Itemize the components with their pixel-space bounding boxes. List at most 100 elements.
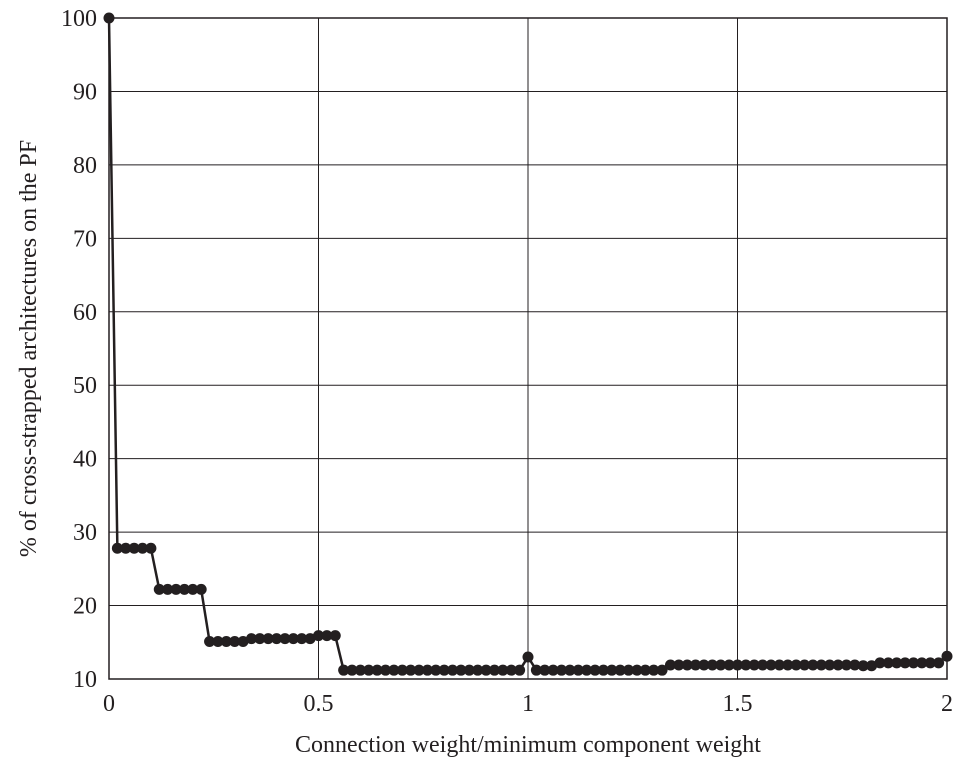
data-point (882, 657, 894, 669)
data-point (447, 664, 459, 676)
data-point (497, 664, 509, 676)
data-point (723, 659, 735, 671)
x-tick-label: 1.5 (723, 691, 753, 717)
x-axis-ticks: 0 0.5 1 1.5 2 (103, 691, 953, 717)
data-point (396, 664, 408, 676)
data-point (413, 664, 425, 676)
data-point (656, 664, 668, 676)
data-point (304, 633, 316, 645)
data-point (782, 659, 794, 671)
data-point (924, 657, 936, 669)
data-point (463, 664, 475, 676)
data-point (690, 659, 702, 671)
data-point (589, 664, 601, 676)
data-point (212, 636, 224, 648)
data-point (371, 664, 383, 676)
data-point (145, 542, 157, 554)
data-point (606, 664, 618, 676)
data-point (254, 633, 266, 645)
data-point (698, 659, 710, 671)
data-point (363, 664, 375, 676)
data-point (790, 659, 802, 671)
data-point (296, 633, 308, 645)
y-axis-ticks: 10 20 30 40 50 60 70 80 90 100 (61, 6, 97, 693)
data-point (732, 659, 743, 671)
data-point (899, 657, 911, 669)
data-point (907, 657, 919, 669)
y-tick-label: 30 (73, 520, 97, 546)
y-tick-label: 100 (61, 6, 97, 32)
data-point (933, 657, 945, 669)
x-tick-label: 0.5 (304, 691, 334, 717)
data-point (740, 659, 752, 671)
data-point (346, 664, 358, 676)
data-point (530, 664, 542, 676)
data-point (120, 542, 132, 554)
data-point (773, 659, 785, 671)
data-point (204, 636, 216, 648)
data-point (170, 583, 182, 595)
data-point (706, 659, 718, 671)
x-tick-label: 2 (941, 691, 953, 717)
data-point (522, 651, 534, 663)
y-tick-label: 40 (73, 447, 97, 473)
data-point (581, 664, 593, 676)
data-point (405, 664, 417, 676)
y-tick-label: 70 (73, 226, 97, 252)
grid (108, 17, 948, 680)
data-point (874, 657, 886, 669)
data-point (455, 664, 467, 676)
data-point (178, 583, 190, 595)
y-tick-label: 20 (73, 594, 97, 620)
y-tick-label: 90 (73, 79, 97, 105)
data-point (220, 636, 232, 648)
data-point (287, 633, 299, 645)
data-point (245, 633, 257, 645)
plot-frame (108, 17, 948, 680)
data-point (631, 664, 643, 676)
data-point (153, 583, 165, 595)
data-point (807, 659, 819, 671)
data-point (354, 664, 366, 676)
data-point (849, 659, 861, 671)
data-point (799, 659, 811, 671)
data-point (857, 660, 869, 672)
data-point (765, 659, 777, 671)
data-point (321, 630, 333, 642)
y-tick-label: 10 (73, 667, 97, 693)
data-point (480, 664, 492, 676)
data-point (556, 664, 568, 676)
data-point (916, 657, 928, 669)
data-point (673, 659, 685, 671)
data-point (891, 657, 903, 669)
data-point (279, 633, 291, 645)
y-tick-label: 60 (73, 300, 97, 326)
x-axis-title: Connection weight/minimum component weig… (295, 732, 761, 758)
data-point (388, 664, 400, 676)
data-point (338, 664, 350, 676)
data-point (430, 664, 442, 676)
data-point (271, 633, 283, 645)
data-point (614, 664, 626, 676)
data-point (639, 664, 651, 676)
data-point (229, 636, 241, 648)
data-point (313, 630, 324, 642)
data-point (162, 583, 174, 595)
data-point (438, 664, 450, 676)
data-point (472, 664, 484, 676)
data-point (623, 664, 635, 676)
data-point (488, 664, 500, 676)
data-point (195, 583, 207, 595)
data-points (103, 12, 953, 676)
data-point (941, 650, 953, 662)
data-point (564, 664, 576, 676)
data-point (866, 660, 878, 672)
data-point (421, 664, 433, 676)
data-point (539, 664, 551, 676)
data-point (237, 636, 249, 648)
data-point (757, 659, 769, 671)
data-point (187, 583, 199, 595)
data-point (505, 664, 517, 676)
